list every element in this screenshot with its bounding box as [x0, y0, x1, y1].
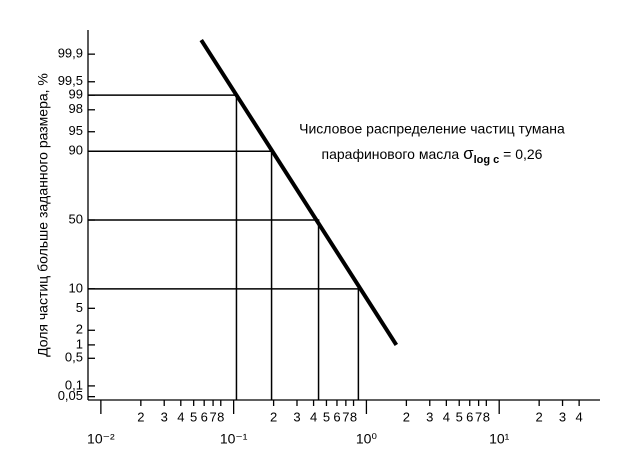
data-line — [199, 38, 399, 346]
x-minor-tick-label: 5 — [323, 409, 330, 424]
x-minor-tick-label: 4 — [310, 409, 317, 424]
y-tick-label: 0,05 — [58, 388, 83, 403]
annotation-text: = 0,26 — [503, 146, 543, 162]
x-minor-tick-label: 7 — [209, 409, 216, 424]
y-tick-label: 99,5 — [58, 73, 83, 88]
x-minor-tick-label: 3 — [426, 409, 433, 424]
x-minor-tick-label: 8 — [217, 409, 224, 424]
x-minor-tick-label: 5 — [456, 409, 463, 424]
x-minor-tick-label: 8 — [483, 409, 490, 424]
annotation-text: парафинового масла — [322, 146, 460, 162]
reference-line — [88, 219, 320, 400]
x-minor-tick-label: 3 — [161, 409, 168, 424]
y-tick-label: 10 — [69, 280, 83, 295]
x-minor-tick-label: 6 — [466, 409, 473, 424]
y-tick-label: 0,5 — [65, 350, 83, 365]
y-tick-label: 99 — [69, 87, 83, 102]
x-minor-tick-label: 7 — [342, 409, 349, 424]
x-minor-tick-label: 3 — [559, 409, 566, 424]
annotation: Числовое распределение частиц тумана — [299, 121, 565, 137]
x-tick-label: 10¹ — [489, 431, 510, 447]
x-minor-tick-label: 4 — [576, 409, 583, 424]
x-minor-tick-label: 2 — [137, 409, 144, 424]
x-minor-tick-label: 6 — [201, 409, 208, 424]
x-minor-tick-label: 6 — [333, 409, 340, 424]
x-minor-tick-label: 4 — [443, 409, 450, 424]
y-tick-label: 90 — [69, 143, 83, 158]
reference-line — [88, 94, 238, 400]
x-minor-tick-label: 3 — [293, 409, 300, 424]
y-tick-label: 95 — [69, 123, 83, 138]
x-tick-label: 10⁻¹ — [220, 431, 248, 447]
x-minor-tick-label: 4 — [177, 409, 184, 424]
y-tick-label: 50 — [69, 211, 83, 226]
x-minor-tick-label: 5 — [190, 409, 197, 424]
reference-line — [88, 150, 273, 400]
x-minor-tick-label: 2 — [270, 409, 277, 424]
y-tick-label: 0,1 — [65, 377, 83, 392]
x-minor-tick-label: 7 — [475, 409, 482, 424]
y-tick-label: 5 — [76, 300, 83, 315]
y-tick-label: 2 — [76, 322, 83, 337]
annotation: парафинового масла σlog c = 0,26 — [322, 144, 543, 166]
annotation-symbol: σ — [463, 144, 474, 163]
x-minor-tick-label: 8 — [350, 409, 357, 424]
y-tick-label: 98 — [69, 101, 83, 116]
annotation-subscript: log c — [474, 154, 500, 166]
x-tick-label: 10⁰ — [356, 431, 378, 447]
x-minor-tick-label: 2 — [403, 409, 410, 424]
y-axis-label: Доля частиц больше заданного размера, % — [35, 73, 51, 357]
y-tick-label: 99,9 — [58, 46, 83, 61]
y-tick-label: 1 — [76, 336, 83, 351]
x-minor-tick-label: 2 — [536, 409, 543, 424]
x-tick-label: 10⁻² — [87, 431, 115, 447]
